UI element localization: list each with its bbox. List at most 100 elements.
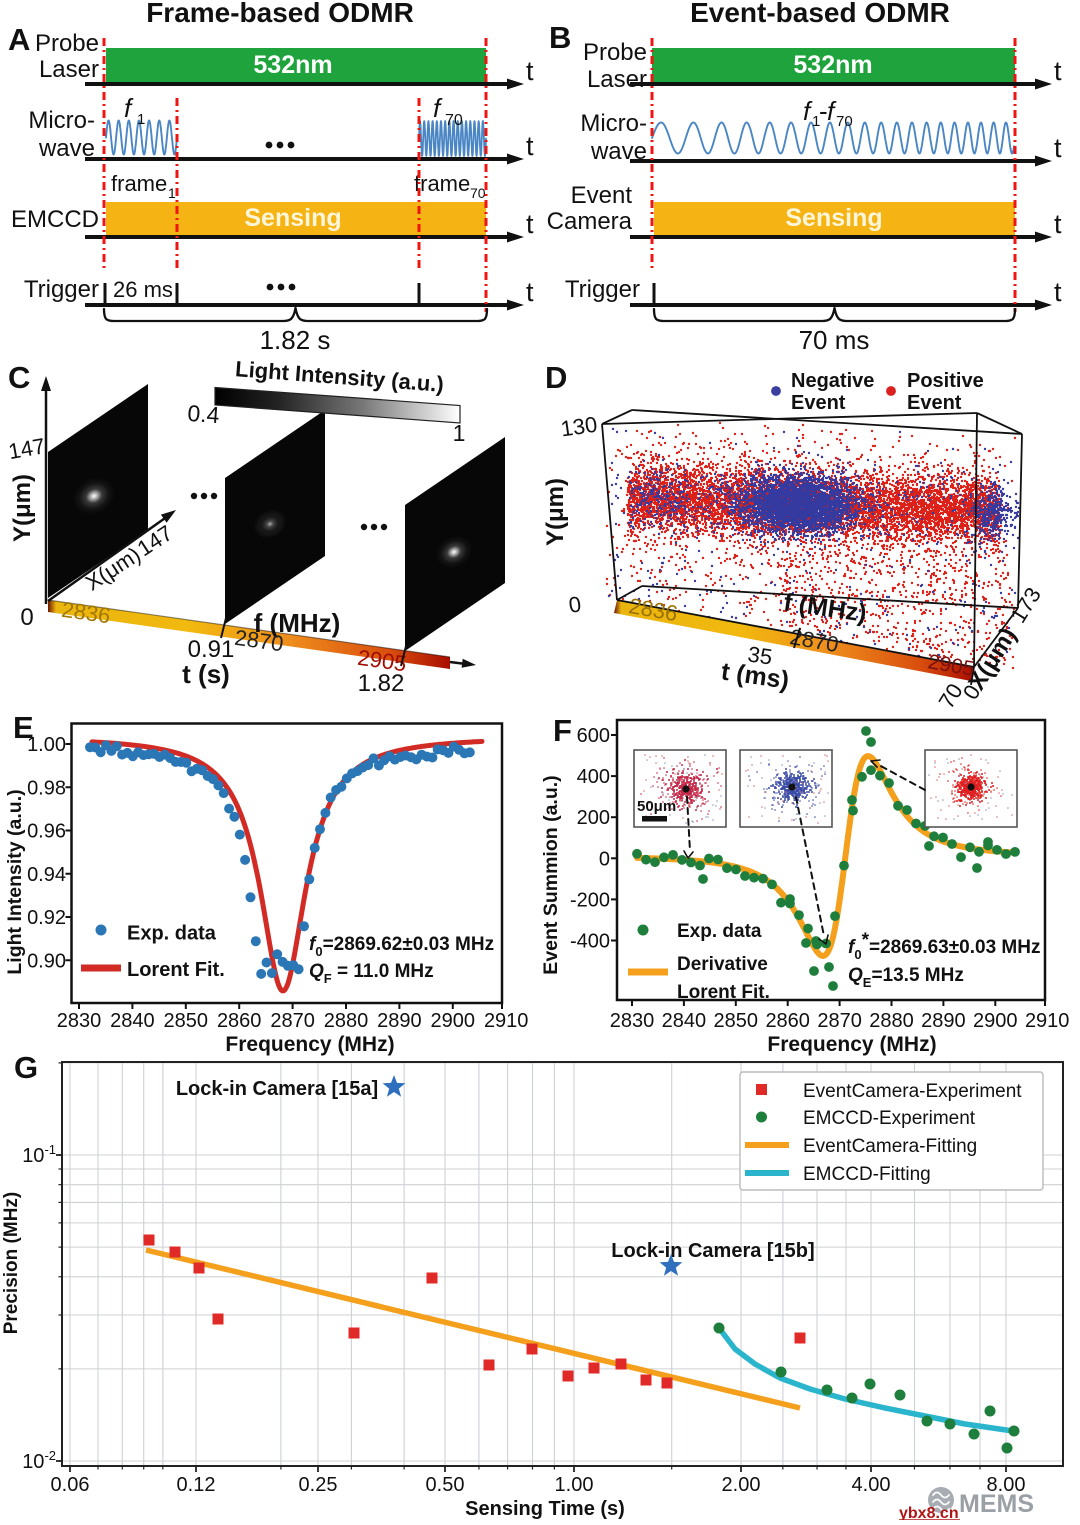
svg-text:Lorent Fit.: Lorent Fit. xyxy=(127,959,225,981)
svg-text:2910: 2910 xyxy=(1025,1010,1070,1032)
svg-text:C: C xyxy=(8,360,30,395)
svg-text:Lock-in Camera [15b]: Lock-in Camera [15b] xyxy=(611,1240,814,1262)
svg-text:0.96: 0.96 xyxy=(27,821,66,843)
svg-text:2830: 2830 xyxy=(610,1010,655,1032)
svg-text:Micro-: Micro- xyxy=(28,107,95,134)
svg-text:Frame-based ODMR: Frame-based ODMR xyxy=(146,0,414,28)
svg-text:Sensing: Sensing xyxy=(785,204,882,232)
svg-text:frame: frame xyxy=(414,171,470,196)
svg-text:0.06: 0.06 xyxy=(51,1474,90,1496)
svg-text:QE=13.5 MHz: QE=13.5 MHz xyxy=(848,965,964,990)
svg-text:f: f xyxy=(827,96,837,126)
svg-text:70: 70 xyxy=(836,113,853,130)
svg-text:Trigger: Trigger xyxy=(24,276,99,303)
svg-text:2840: 2840 xyxy=(662,1010,707,1032)
svg-text:G: G xyxy=(14,1050,38,1085)
svg-text:Event: Event xyxy=(907,392,962,414)
svg-text:f: f xyxy=(433,93,443,123)
svg-text:130: 130 xyxy=(559,412,599,442)
svg-text:-200: -200 xyxy=(570,889,610,911)
svg-text:t: t xyxy=(526,131,534,161)
svg-text:Frequency (MHz): Frequency (MHz) xyxy=(225,1033,394,1056)
svg-text:2.00: 2.00 xyxy=(722,1474,761,1496)
svg-text:1: 1 xyxy=(137,111,145,128)
svg-text:-: - xyxy=(819,96,828,126)
svg-text:50μm: 50μm xyxy=(637,798,676,815)
svg-text:Probe: Probe xyxy=(35,30,99,57)
svg-text:2880: 2880 xyxy=(869,1010,914,1032)
svg-text:2840: 2840 xyxy=(110,1010,155,1032)
svg-text:2850: 2850 xyxy=(714,1010,759,1032)
svg-text:532nm: 532nm xyxy=(253,51,332,79)
svg-text:0.12: 0.12 xyxy=(177,1474,216,1496)
svg-text:E: E xyxy=(13,710,34,745)
svg-text:0: 0 xyxy=(567,591,583,617)
svg-text:2870: 2870 xyxy=(817,1010,862,1032)
svg-text:70 ms: 70 ms xyxy=(799,325,870,355)
svg-text:t: t xyxy=(1054,209,1062,239)
svg-text:0.25: 0.25 xyxy=(299,1474,338,1496)
svg-text:0.91: 0.91 xyxy=(188,636,235,663)
svg-text:8.00: 8.00 xyxy=(987,1474,1026,1496)
svg-text:EMCCD-Fitting: EMCCD-Fitting xyxy=(803,1164,931,1185)
svg-text:Laser: Laser xyxy=(39,56,99,83)
svg-text:Lorent Fit.: Lorent Fit. xyxy=(677,982,770,1003)
svg-text:t: t xyxy=(526,56,534,86)
svg-text:EventCamera-Experiment: EventCamera-Experiment xyxy=(803,1081,1022,1102)
svg-text:200: 200 xyxy=(577,807,610,829)
svg-text:A: A xyxy=(8,22,30,57)
svg-text:600: 600 xyxy=(577,725,610,747)
svg-text:frame: frame xyxy=(111,171,167,196)
svg-text:EMCCD: EMCCD xyxy=(11,206,99,233)
svg-text:1.00: 1.00 xyxy=(555,1474,594,1496)
svg-text:f (MHz): f (MHz) xyxy=(254,608,341,638)
svg-text:Frequency (MHz): Frequency (MHz) xyxy=(767,1033,936,1056)
svg-text:f0=2869.62±0.03 MHz: f0=2869.62±0.03 MHz xyxy=(309,934,494,959)
svg-text:400: 400 xyxy=(577,766,610,788)
svg-text:Y(μm): Y(μm) xyxy=(542,478,569,546)
svg-text:2830: 2830 xyxy=(57,1010,102,1032)
svg-text:Micro-: Micro- xyxy=(580,110,647,137)
svg-text:35: 35 xyxy=(746,641,774,669)
svg-text:Trigger: Trigger xyxy=(565,276,640,303)
svg-text:Event: Event xyxy=(571,182,633,209)
svg-text:1.82 s: 1.82 s xyxy=(260,325,331,355)
svg-text:Positive: Positive xyxy=(907,370,984,392)
svg-text:2910: 2910 xyxy=(484,1010,529,1032)
svg-text:0.94: 0.94 xyxy=(27,864,66,886)
svg-text:t (s): t (s) xyxy=(182,659,230,689)
svg-text:t: t xyxy=(526,277,534,307)
svg-text:Derivative: Derivative xyxy=(677,954,768,975)
svg-text:1: 1 xyxy=(168,185,176,201)
svg-text:0.50: 0.50 xyxy=(426,1474,465,1496)
svg-text:1: 1 xyxy=(812,113,820,130)
svg-text:0: 0 xyxy=(20,604,33,631)
svg-text:70: 70 xyxy=(470,185,486,201)
svg-text:Precision (MHz): Precision (MHz) xyxy=(1,1192,22,1335)
svg-text:D: D xyxy=(545,360,567,395)
svg-text:2860: 2860 xyxy=(217,1010,262,1032)
svg-text:-400: -400 xyxy=(570,931,610,953)
svg-text:Event: Event xyxy=(791,392,846,414)
svg-text:Y(μm): Y(μm) xyxy=(9,474,36,542)
svg-text:t: t xyxy=(1054,277,1062,307)
svg-text:Sensing Time (s): Sensing Time (s) xyxy=(465,1498,625,1520)
svg-text:2890: 2890 xyxy=(377,1010,422,1032)
svg-text:0.92: 0.92 xyxy=(27,907,66,929)
svg-text:2870: 2870 xyxy=(270,1010,315,1032)
svg-text:F: F xyxy=(553,713,572,748)
svg-text:Negative: Negative xyxy=(791,370,874,392)
svg-text:Light Intensity (a.u.): Light Intensity (a.u.) xyxy=(4,789,26,974)
svg-text:2890: 2890 xyxy=(921,1010,966,1032)
svg-text:Lock-in Camera [15a]: Lock-in Camera [15a] xyxy=(176,1078,378,1100)
svg-text:1.82: 1.82 xyxy=(358,670,405,697)
svg-text:t: t xyxy=(1054,133,1062,163)
svg-text:QF = 11.0 MHz: QF = 11.0 MHz xyxy=(309,961,434,986)
svg-text:f: f xyxy=(124,93,134,123)
svg-text:0.98: 0.98 xyxy=(27,777,66,799)
svg-text:Event Summion (a.u.): Event Summion (a.u.) xyxy=(540,775,562,974)
svg-text:Sensing: Sensing xyxy=(244,204,341,232)
svg-text:2850: 2850 xyxy=(164,1010,209,1032)
svg-text:t: t xyxy=(1054,56,1062,86)
svg-text:B: B xyxy=(549,20,571,55)
